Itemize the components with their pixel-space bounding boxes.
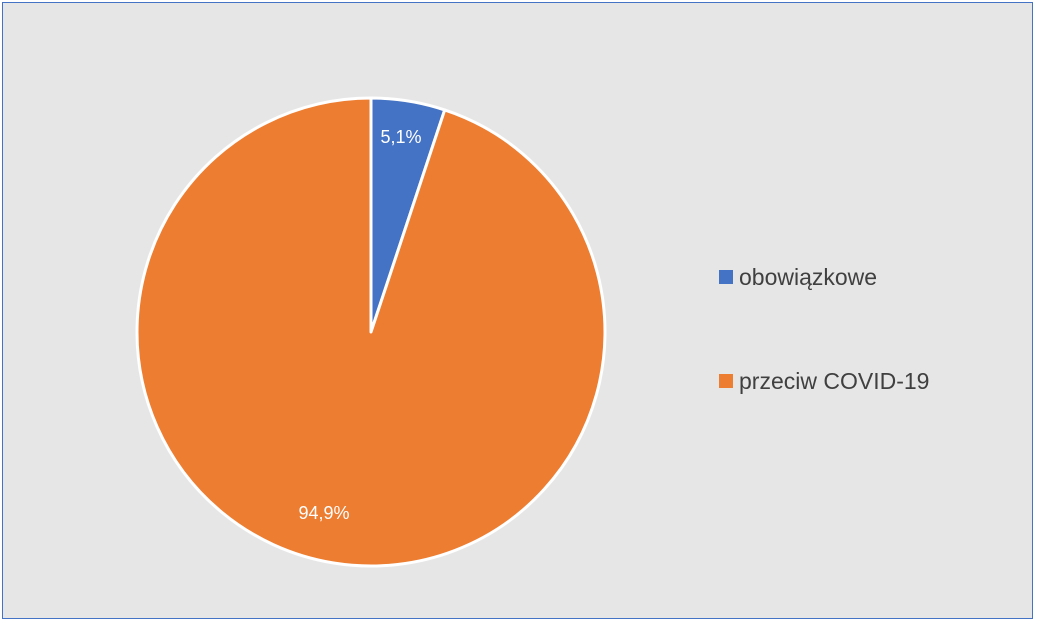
legend-label: przeciw COVID-19 [739,367,930,394]
data-label-1: 5,1% [380,127,421,147]
data-label-2: 94,9% [298,503,349,523]
pie-slice-2 [135,96,607,568]
legend-label: obowiązkowe [739,263,878,290]
legend-item-2: przeciw COVID-19 [719,362,929,400]
legend-swatch [719,374,733,388]
pie-chart: 5,1% 94,9% [135,96,607,568]
legend: obowiązkowe przeciw COVID-19 [719,258,929,466]
legend-item-1: obowiązkowe [719,258,929,296]
legend-swatch [719,270,733,284]
